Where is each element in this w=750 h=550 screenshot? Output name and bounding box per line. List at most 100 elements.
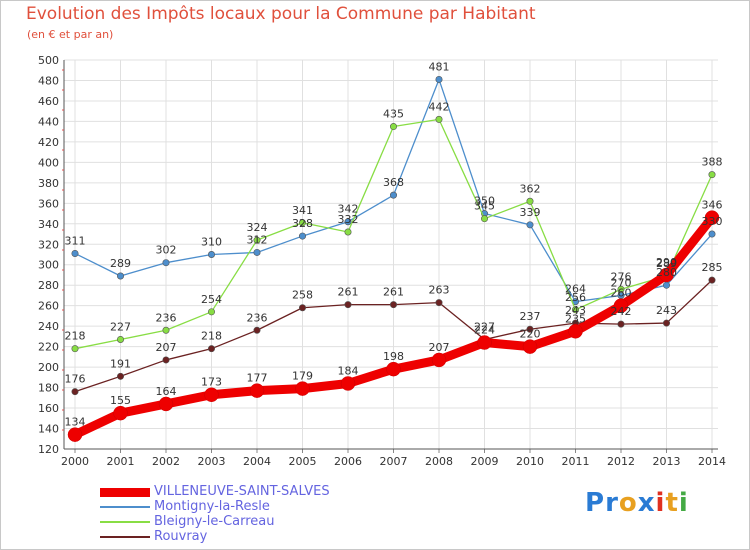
data-label: 235 <box>565 312 586 325</box>
y-tick-label: 300 <box>38 259 59 272</box>
data-label: 312 <box>247 233 268 246</box>
data-label: 191 <box>110 357 131 370</box>
data-point <box>568 324 583 339</box>
legend-label: VILLENEUVE-SAINT-SALVES <box>154 484 330 499</box>
y-tick-label: 120 <box>38 443 59 456</box>
logo-text: Proxiti <box>585 488 689 518</box>
legend-label: Bleigny-le-Carreau <box>154 514 275 529</box>
data-label: 218 <box>65 330 86 343</box>
data-label: 285 <box>702 261 723 274</box>
data-point <box>344 301 352 309</box>
y-tick-label: 260 <box>38 300 59 313</box>
data-point <box>208 345 216 353</box>
data-label: 179 <box>292 370 313 383</box>
data-point <box>249 383 265 398</box>
data-label: 481 <box>429 60 450 73</box>
data-point <box>389 301 397 309</box>
data-label: 328 <box>292 217 313 230</box>
data-label: 155 <box>110 394 131 407</box>
data-label: 339 <box>520 206 541 219</box>
data-point <box>344 218 352 226</box>
data-point <box>386 361 401 377</box>
x-tick-label: 2000 <box>61 455 89 468</box>
data-label: 324 <box>247 221 268 234</box>
data-label: 330 <box>702 215 723 228</box>
x-tick-label: 2009 <box>471 455 499 468</box>
data-point <box>708 230 716 238</box>
x-tick-label: 2007 <box>380 455 408 468</box>
data-label: 345 <box>474 200 495 213</box>
data-label: 254 <box>201 293 222 306</box>
y-tick-label: 200 <box>38 361 59 374</box>
x-tick-label: 2002 <box>152 455 180 468</box>
data-label: 442 <box>429 100 450 113</box>
x-tick-label: 2014 <box>698 455 726 468</box>
data-point <box>295 381 310 396</box>
data-label: 290 <box>656 256 677 269</box>
data-label: 261 <box>383 286 404 299</box>
y-tick-label: 340 <box>38 218 59 231</box>
x-tick-label: 2008 <box>425 455 453 468</box>
data-label: 236 <box>156 311 177 324</box>
data-label: 220 <box>520 328 541 341</box>
data-point <box>71 388 79 396</box>
y-tick-label: 320 <box>38 238 59 251</box>
data-point <box>526 197 534 205</box>
y-tick-label: 180 <box>38 382 59 395</box>
data-point <box>389 123 397 131</box>
data-point <box>477 335 492 350</box>
data-label: 237 <box>520 310 541 323</box>
data-label: 243 <box>565 304 586 317</box>
y-tick-label: 160 <box>38 402 59 415</box>
data-point <box>162 259 170 267</box>
data-label: 227 <box>110 320 131 333</box>
x-tick-label: 2003 <box>198 455 226 468</box>
data-point <box>117 372 125 380</box>
data-point <box>708 171 716 179</box>
data-point <box>162 356 170 364</box>
chart-subtitle: (en € et par an) <box>27 28 114 41</box>
data-point <box>617 285 625 293</box>
data-point <box>526 325 534 333</box>
data-label: 134 <box>65 416 86 429</box>
data-label: 310 <box>201 236 222 249</box>
x-tick-label: 2006 <box>334 455 362 468</box>
data-point <box>117 335 125 343</box>
data-point <box>344 228 352 236</box>
data-label: 289 <box>110 257 131 270</box>
y-tick-label: 480 <box>38 74 59 87</box>
data-label: 341 <box>292 204 313 217</box>
data-label: 184 <box>338 364 359 377</box>
data-label: 164 <box>156 385 177 398</box>
data-point <box>298 219 306 227</box>
data-point <box>298 232 306 240</box>
data-point <box>431 352 447 368</box>
data-point <box>662 319 670 327</box>
x-tick-label: 2010 <box>516 455 544 468</box>
data-point <box>662 281 670 289</box>
data-label: 289 <box>656 257 677 270</box>
data-label: 332 <box>338 213 359 226</box>
y-tick-label: 140 <box>38 423 59 436</box>
data-label: 260 <box>611 287 632 300</box>
y-tick-label: 380 <box>38 177 59 190</box>
data-point <box>162 326 170 334</box>
data-label: 218 <box>201 330 222 343</box>
data-label: 350 <box>474 195 495 208</box>
data-label: 280 <box>656 266 677 279</box>
data-point <box>253 248 261 256</box>
data-point <box>617 320 625 328</box>
data-label: 276 <box>611 270 632 283</box>
y-tick-label: 360 <box>38 197 59 210</box>
legend-swatch <box>100 506 150 508</box>
data-point <box>71 345 79 353</box>
data-label: 264 <box>565 283 586 296</box>
data-label: 258 <box>292 289 313 302</box>
data-label: 224 <box>474 324 495 337</box>
data-label: 207 <box>429 341 450 354</box>
data-point <box>571 306 579 314</box>
x-tick-label: 2013 <box>653 455 681 468</box>
x-tick-label: 2011 <box>562 455 590 468</box>
data-label: 207 <box>156 341 177 354</box>
